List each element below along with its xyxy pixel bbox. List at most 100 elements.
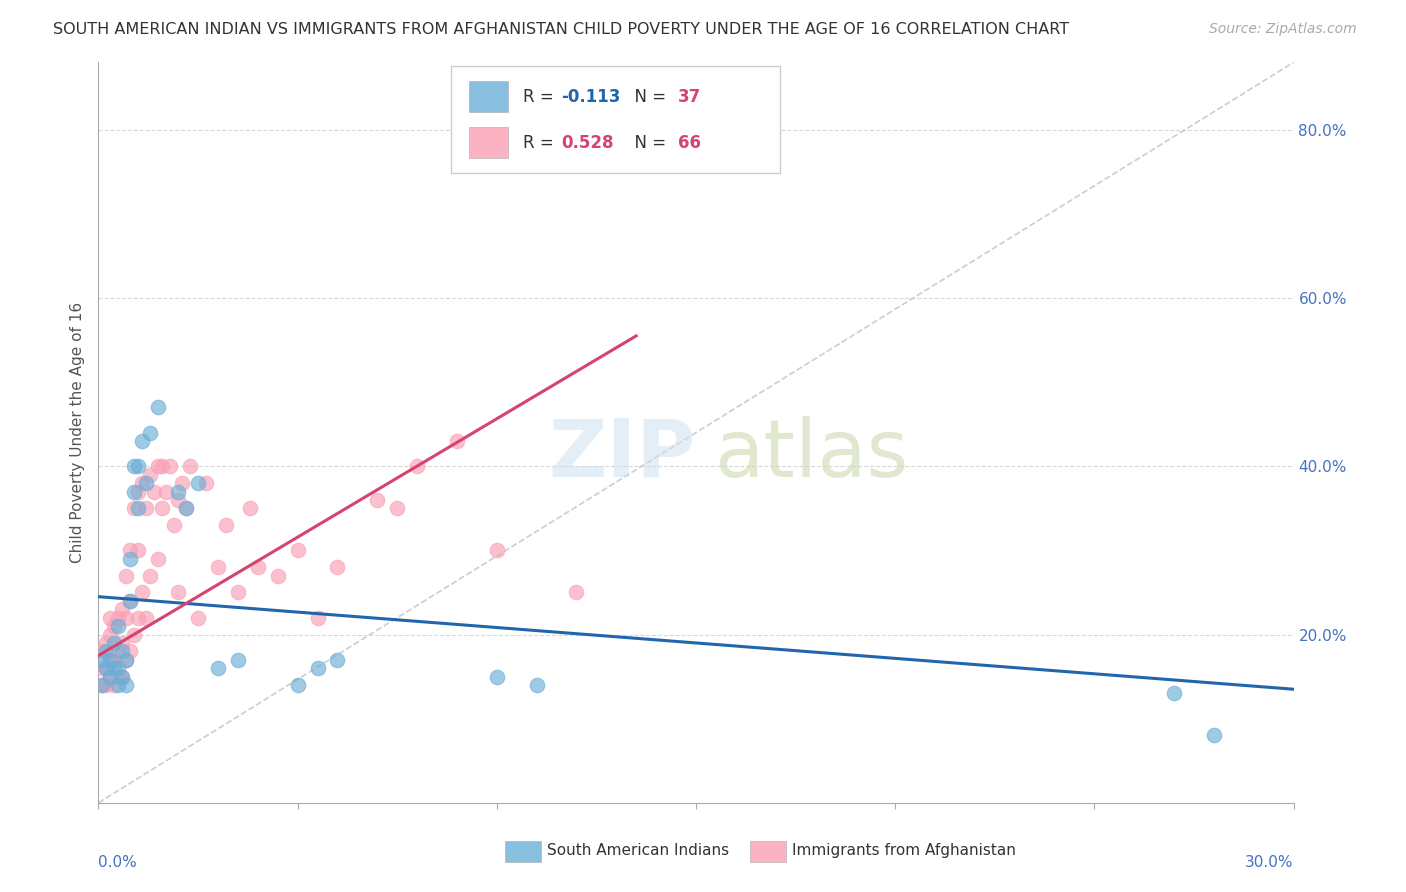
Y-axis label: Child Poverty Under the Age of 16: Child Poverty Under the Age of 16	[69, 302, 84, 563]
Point	[139, 467, 162, 482]
Point	[120, 551, 142, 566]
Point	[115, 653, 138, 667]
Point	[96, 644, 118, 658]
Point	[127, 501, 149, 516]
Point	[366, 492, 388, 507]
Point	[1163, 686, 1185, 700]
Point	[111, 636, 134, 650]
Point	[155, 484, 177, 499]
Point	[107, 619, 129, 633]
Point	[107, 644, 129, 658]
Text: ZIP: ZIP	[548, 416, 696, 494]
Point	[326, 560, 349, 574]
Point	[111, 602, 134, 616]
Text: Source: ZipAtlas.com: Source: ZipAtlas.com	[1209, 22, 1357, 37]
Point	[1202, 729, 1225, 743]
Point	[103, 653, 125, 667]
Point	[135, 610, 157, 624]
Point	[103, 661, 125, 675]
Point	[96, 678, 118, 692]
Point	[287, 543, 309, 558]
Point	[103, 619, 125, 633]
Point	[131, 434, 153, 448]
Point	[103, 636, 125, 650]
Point	[127, 484, 149, 499]
Point	[120, 543, 142, 558]
Text: R =: R =	[523, 87, 558, 106]
Point	[139, 425, 162, 440]
FancyBboxPatch shape	[451, 66, 780, 173]
Point	[172, 476, 194, 491]
Point	[326, 653, 349, 667]
Point	[167, 484, 190, 499]
Point	[565, 585, 588, 599]
Point	[120, 644, 142, 658]
Point	[226, 653, 249, 667]
Text: 66: 66	[678, 134, 702, 152]
Point	[124, 484, 146, 499]
Point	[91, 661, 114, 675]
Point	[98, 653, 122, 667]
Point	[96, 636, 118, 650]
Bar	[470, 81, 509, 112]
Point	[207, 560, 229, 574]
Point	[98, 653, 122, 667]
Point	[207, 661, 229, 675]
Point	[111, 670, 134, 684]
Point	[96, 661, 118, 675]
Point	[215, 518, 238, 533]
Bar	[470, 128, 509, 159]
Text: atlas: atlas	[714, 416, 908, 494]
Point	[115, 653, 138, 667]
Text: N =: N =	[624, 87, 672, 106]
Text: 37: 37	[678, 87, 702, 106]
Point	[187, 610, 209, 624]
Point	[98, 670, 122, 684]
Point	[307, 661, 329, 675]
Point	[135, 476, 157, 491]
Point	[187, 476, 209, 491]
Point	[267, 568, 290, 582]
Point	[174, 501, 197, 516]
Text: -0.113: -0.113	[561, 87, 620, 106]
Point	[91, 653, 114, 667]
Point	[91, 644, 114, 658]
Point	[131, 585, 153, 599]
Text: N =: N =	[624, 134, 672, 152]
Point	[120, 594, 142, 608]
Point	[239, 501, 262, 516]
Bar	[749, 841, 786, 862]
Point	[98, 670, 122, 684]
Point	[287, 678, 309, 692]
Point	[485, 670, 508, 684]
Point	[131, 476, 153, 491]
Point	[135, 501, 157, 516]
Point	[107, 661, 129, 675]
Point	[246, 560, 269, 574]
Point	[148, 551, 170, 566]
Point	[446, 434, 468, 448]
Text: Immigrants from Afghanistan: Immigrants from Afghanistan	[792, 844, 1015, 858]
Point	[167, 492, 190, 507]
Point	[98, 610, 122, 624]
Point	[107, 670, 129, 684]
Point	[115, 678, 138, 692]
Point	[226, 585, 249, 599]
Point	[124, 459, 146, 474]
Point	[120, 594, 142, 608]
Point	[150, 459, 173, 474]
Point	[127, 543, 149, 558]
Point	[163, 518, 186, 533]
Text: South American Indians: South American Indians	[547, 844, 728, 858]
Point	[115, 568, 138, 582]
Point	[195, 476, 218, 491]
Point	[174, 501, 197, 516]
Text: 30.0%: 30.0%	[1246, 855, 1294, 870]
Point	[159, 459, 181, 474]
Point	[107, 610, 129, 624]
Point	[103, 678, 125, 692]
Bar	[505, 841, 541, 862]
Point	[385, 501, 409, 516]
Point	[91, 678, 114, 692]
Point	[91, 678, 114, 692]
